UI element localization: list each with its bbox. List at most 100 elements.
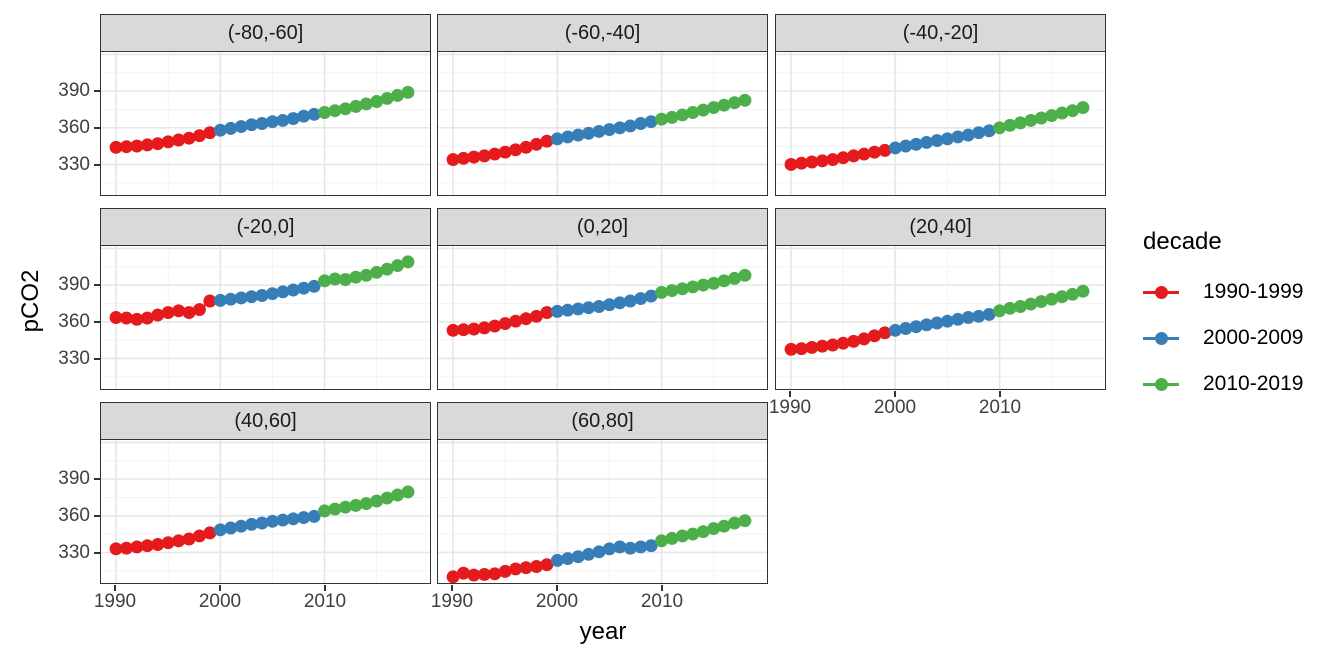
data-point [707,276,721,290]
data-point [286,283,300,297]
data-point [550,304,564,318]
data-point [940,314,954,328]
data-point [1055,290,1069,304]
data-point [728,96,741,110]
data-point [328,272,342,286]
data-point [151,137,165,151]
data-point [805,155,819,169]
data-point [151,308,165,322]
data-point [349,270,363,284]
data-point [868,145,881,159]
y-axis-tick-mark [94,358,100,361]
data-point [613,121,627,135]
x-axis-title: year [579,618,627,645]
data-point [561,552,575,566]
data-point [550,553,564,567]
data-point [457,323,470,337]
data-point [224,121,238,135]
data-point [592,124,606,138]
data-point [161,306,175,320]
data-point [1024,297,1038,311]
data-point [717,274,731,288]
data-point [826,153,840,167]
data-point [582,547,596,561]
data-point [634,117,648,130]
data-point [307,509,321,523]
facet-panel: (-40,-20] [775,14,1106,196]
data-point [738,268,752,282]
x-axis-tick-label: 2000 [873,397,917,418]
data-point [245,118,259,132]
data-point [675,529,689,543]
data-point [161,536,175,550]
x-axis-tick-mark [998,391,1001,397]
y-axis-tick-mark [94,284,100,287]
legend-entry-label: 2010-2019 [1203,372,1304,395]
y-axis-tick-mark [94,552,100,555]
y-axis-tick-label: 360 [58,311,90,333]
y-axis-tick-label: 390 [58,468,90,490]
data-point [401,85,415,99]
data-point [784,342,798,356]
data-point [120,311,133,325]
data-point [982,124,996,138]
data-point [297,281,311,295]
data-point [318,504,332,518]
data-point [888,323,902,337]
data-point [613,296,627,310]
data-point [213,123,227,137]
data-point [623,541,637,555]
data-point [972,309,986,323]
data-point [380,262,394,276]
data-point [655,285,669,299]
data-point [255,117,269,130]
data-point [446,153,460,167]
legend-title: decade [1143,228,1222,255]
data-point [286,512,300,526]
legend-entry: 2000-2009 [1143,326,1303,350]
data-point [213,523,227,537]
data-point [847,149,861,163]
data-point [338,102,352,116]
facet-strip-label: (-60,-40] [437,14,768,52]
data-point [370,494,384,508]
facet-strip-label: (40,60] [100,402,431,440]
data-point [297,109,311,123]
y-axis-tick-mark [94,90,100,93]
data-point [1003,118,1017,132]
plot-panel [437,439,768,584]
plot-panel [775,51,1106,196]
facet-chart [438,440,767,583]
x-axis-tick-mark [555,585,558,591]
x-axis-tick-label: 2010 [978,397,1022,418]
x-axis-tick-mark [323,585,326,591]
data-point [540,134,554,148]
data-point [172,133,186,147]
data-point [151,538,165,551]
data-point [109,542,123,556]
data-point [930,134,944,148]
data-point [140,539,154,553]
data-point [665,531,679,545]
data-point [370,265,384,279]
facet-panel: (40,60] [100,402,431,584]
x-axis-tick-mark [114,585,116,591]
data-point [234,519,248,533]
plot-panel [775,245,1106,390]
data-point [109,311,123,324]
data-point [571,302,585,316]
data-point [582,301,596,315]
legend-point-glyph [1154,378,1168,391]
data-point [961,311,975,324]
legend-key-icon [1143,372,1179,396]
data-point [380,491,394,505]
data-point [655,112,669,126]
data-point [530,560,543,573]
data-point [276,513,290,527]
x-axis-tick-label: 2000 [198,591,242,612]
data-point [1076,284,1090,298]
data-point [509,143,523,157]
data-point [182,532,196,546]
data-point [498,145,512,159]
data-point [193,303,206,317]
